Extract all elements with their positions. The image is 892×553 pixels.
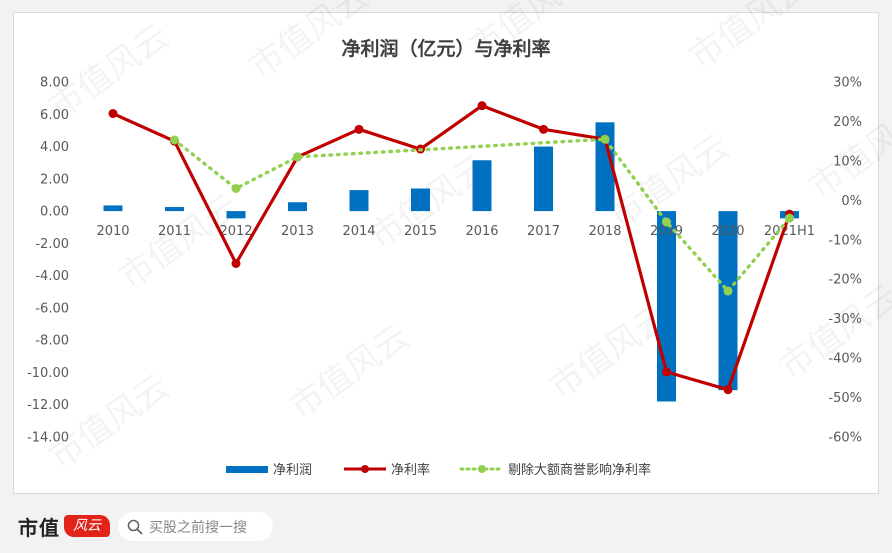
adjusted-net-margin-point <box>231 184 241 193</box>
y-left-tick-label: 6.00 <box>40 108 69 123</box>
search-box[interactable]: 买股之前搜一搜 <box>118 512 273 541</box>
brand-logo[interactable]: 市值 风云 <box>18 513 110 540</box>
y-right-tick-label: 0% <box>841 194 862 209</box>
y-left-tick-label: -4.00 <box>35 269 69 284</box>
y-right-tick-label: 30% <box>833 76 862 91</box>
x-tick-label: 2013 <box>281 224 314 239</box>
adjusted-net-margin-point <box>723 286 733 296</box>
y-left-tick-label: -12.00 <box>27 398 69 413</box>
legend-swatch-net-profit <box>226 466 268 473</box>
search-icon <box>127 519 143 534</box>
x-tick-label: 2018 <box>588 224 621 239</box>
net-margin-point <box>662 367 671 377</box>
y-right-tick-label: -30% <box>828 312 862 327</box>
adjusted-net-margin-point <box>662 217 671 227</box>
legend-swatch-net-margin-marker <box>361 465 369 473</box>
legend: 净利润 净利率 剔除大额商誉影响净利率 <box>226 462 651 478</box>
bar-net-profit <box>226 211 246 219</box>
y-right-tick-label: -20% <box>828 273 862 288</box>
adjusted-net-margin-point <box>170 135 179 145</box>
y-left-tick-label: -6.00 <box>35 301 69 316</box>
line-series <box>108 101 794 395</box>
legend-label-adjusted-margin: 剔除大额商誉影响净利率 <box>508 462 651 478</box>
brand-name: 市值 <box>18 515 60 540</box>
x-tick-label: 2017 <box>527 224 560 239</box>
bar-net-profit <box>165 207 184 212</box>
y-axis-left: 8.00 6.00 4.00 2.00 0.00 -2.00 -4.00 -6.00 -8.00… <box>27 76 69 446</box>
adjusted-net-margin-point <box>785 213 794 223</box>
adjusted-net-margin-point <box>600 134 610 144</box>
legend-swatch-adjusted-margin-marker <box>478 465 486 473</box>
y-right-tick-label: -40% <box>828 352 862 367</box>
bar-net-profit <box>103 205 123 212</box>
bar-net-profit <box>349 190 369 212</box>
bar-net-profit <box>472 160 492 212</box>
y-left-tick-label: 0.00 <box>40 205 69 220</box>
bar-series <box>103 122 799 402</box>
footer-bar: 市值 风云 买股之前搜一搜 <box>0 500 892 553</box>
bar-net-profit <box>288 202 307 212</box>
x-tick-label: 2016 <box>465 224 498 239</box>
x-tick-label: 2012 <box>219 224 252 239</box>
bar-net-profit <box>718 211 738 391</box>
search-placeholder: 买股之前搜一搜 <box>149 519 247 536</box>
net-margin-line <box>111 104 792 392</box>
y-right-tick-label: -60% <box>828 431 862 446</box>
y-axis-right: 30% 20% 10% 0% -10% -20% -30% -40% -50% -60% <box>828 76 862 446</box>
y-right-tick-label: 10% <box>833 154 862 169</box>
legend-label-net-profit: 净利润 <box>273 463 312 478</box>
x-tick-label: 2014 <box>342 224 375 239</box>
y-left-tick-label: -14.00 <box>27 431 69 446</box>
bar-net-profit <box>595 122 615 212</box>
x-tick-label: 2019 <box>650 224 683 239</box>
y-right-tick-label: -50% <box>828 391 862 406</box>
x-tick-label: 2010 <box>96 224 129 239</box>
net-margin-point <box>539 124 548 134</box>
net-margin-point <box>477 101 487 111</box>
y-left-tick-label: -2.00 <box>35 237 69 252</box>
x-tick-label: 2015 <box>404 224 437 239</box>
bar-net-profit <box>534 146 553 212</box>
x-tick-label: 2021H1 <box>764 224 815 239</box>
adjusted-net-margin-point <box>293 152 302 162</box>
legend-label-net-margin: 净利率 <box>391 462 430 478</box>
x-tick-label: 2020 <box>711 224 744 239</box>
x-axis: 2010 2011 2012 2013 2014 2015 2016 2017 2018 2019… <box>96 224 815 239</box>
y-left-tick-label: -10.00 <box>27 366 69 381</box>
y-left-tick-label: 8.00 <box>40 76 69 91</box>
chart-canvas: 市值风云市值风云市值风云市值风云市值风云市值风云市值风云市值风云市值风云市值风云… <box>27 0 892 478</box>
net-margin-point <box>108 109 118 119</box>
y-right-tick-label: -10% <box>828 233 862 248</box>
chart-title: 净利润（亿元）与净利率 <box>341 37 550 60</box>
x-tick-label: 2011 <box>158 224 191 239</box>
net-margin-point <box>723 385 733 395</box>
y-left-tick-label: 2.00 <box>40 172 69 187</box>
y-right-tick-label: 20% <box>833 115 862 130</box>
brand-seal-logo: 风云 <box>64 515 110 537</box>
bar-net-profit <box>411 188 430 212</box>
y-left-tick-label: 4.00 <box>40 140 69 155</box>
net-margin-point <box>354 124 364 134</box>
net-margin-point <box>231 258 241 268</box>
y-left-tick-label: -8.00 <box>35 334 69 349</box>
